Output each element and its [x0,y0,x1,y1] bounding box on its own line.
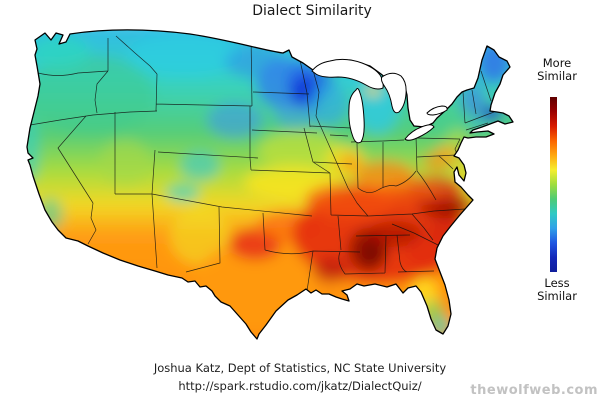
caption-author: Joshua Katz, Dept of Statistics, NC Stat… [153,361,447,375]
watermark: thewolfweb.com [470,383,598,398]
legend-less-label: Less Similar [537,276,577,303]
lake-erie [404,124,435,141]
us-coastline-outline [26,29,514,340]
lake-huron [380,72,407,114]
heatmap-layer [27,29,513,339]
state-borders [29,34,495,292]
great-lakes [311,58,448,144]
legend-colorbar [550,97,557,272]
legend-more-label: More Similar [537,56,577,83]
lake-ontario [426,105,448,116]
page-title: Dialect Similarity [252,3,372,19]
caption-url: http://spark.rstudio.com/jkatz/DialectQu… [178,379,422,393]
lake-michigan [348,88,365,144]
